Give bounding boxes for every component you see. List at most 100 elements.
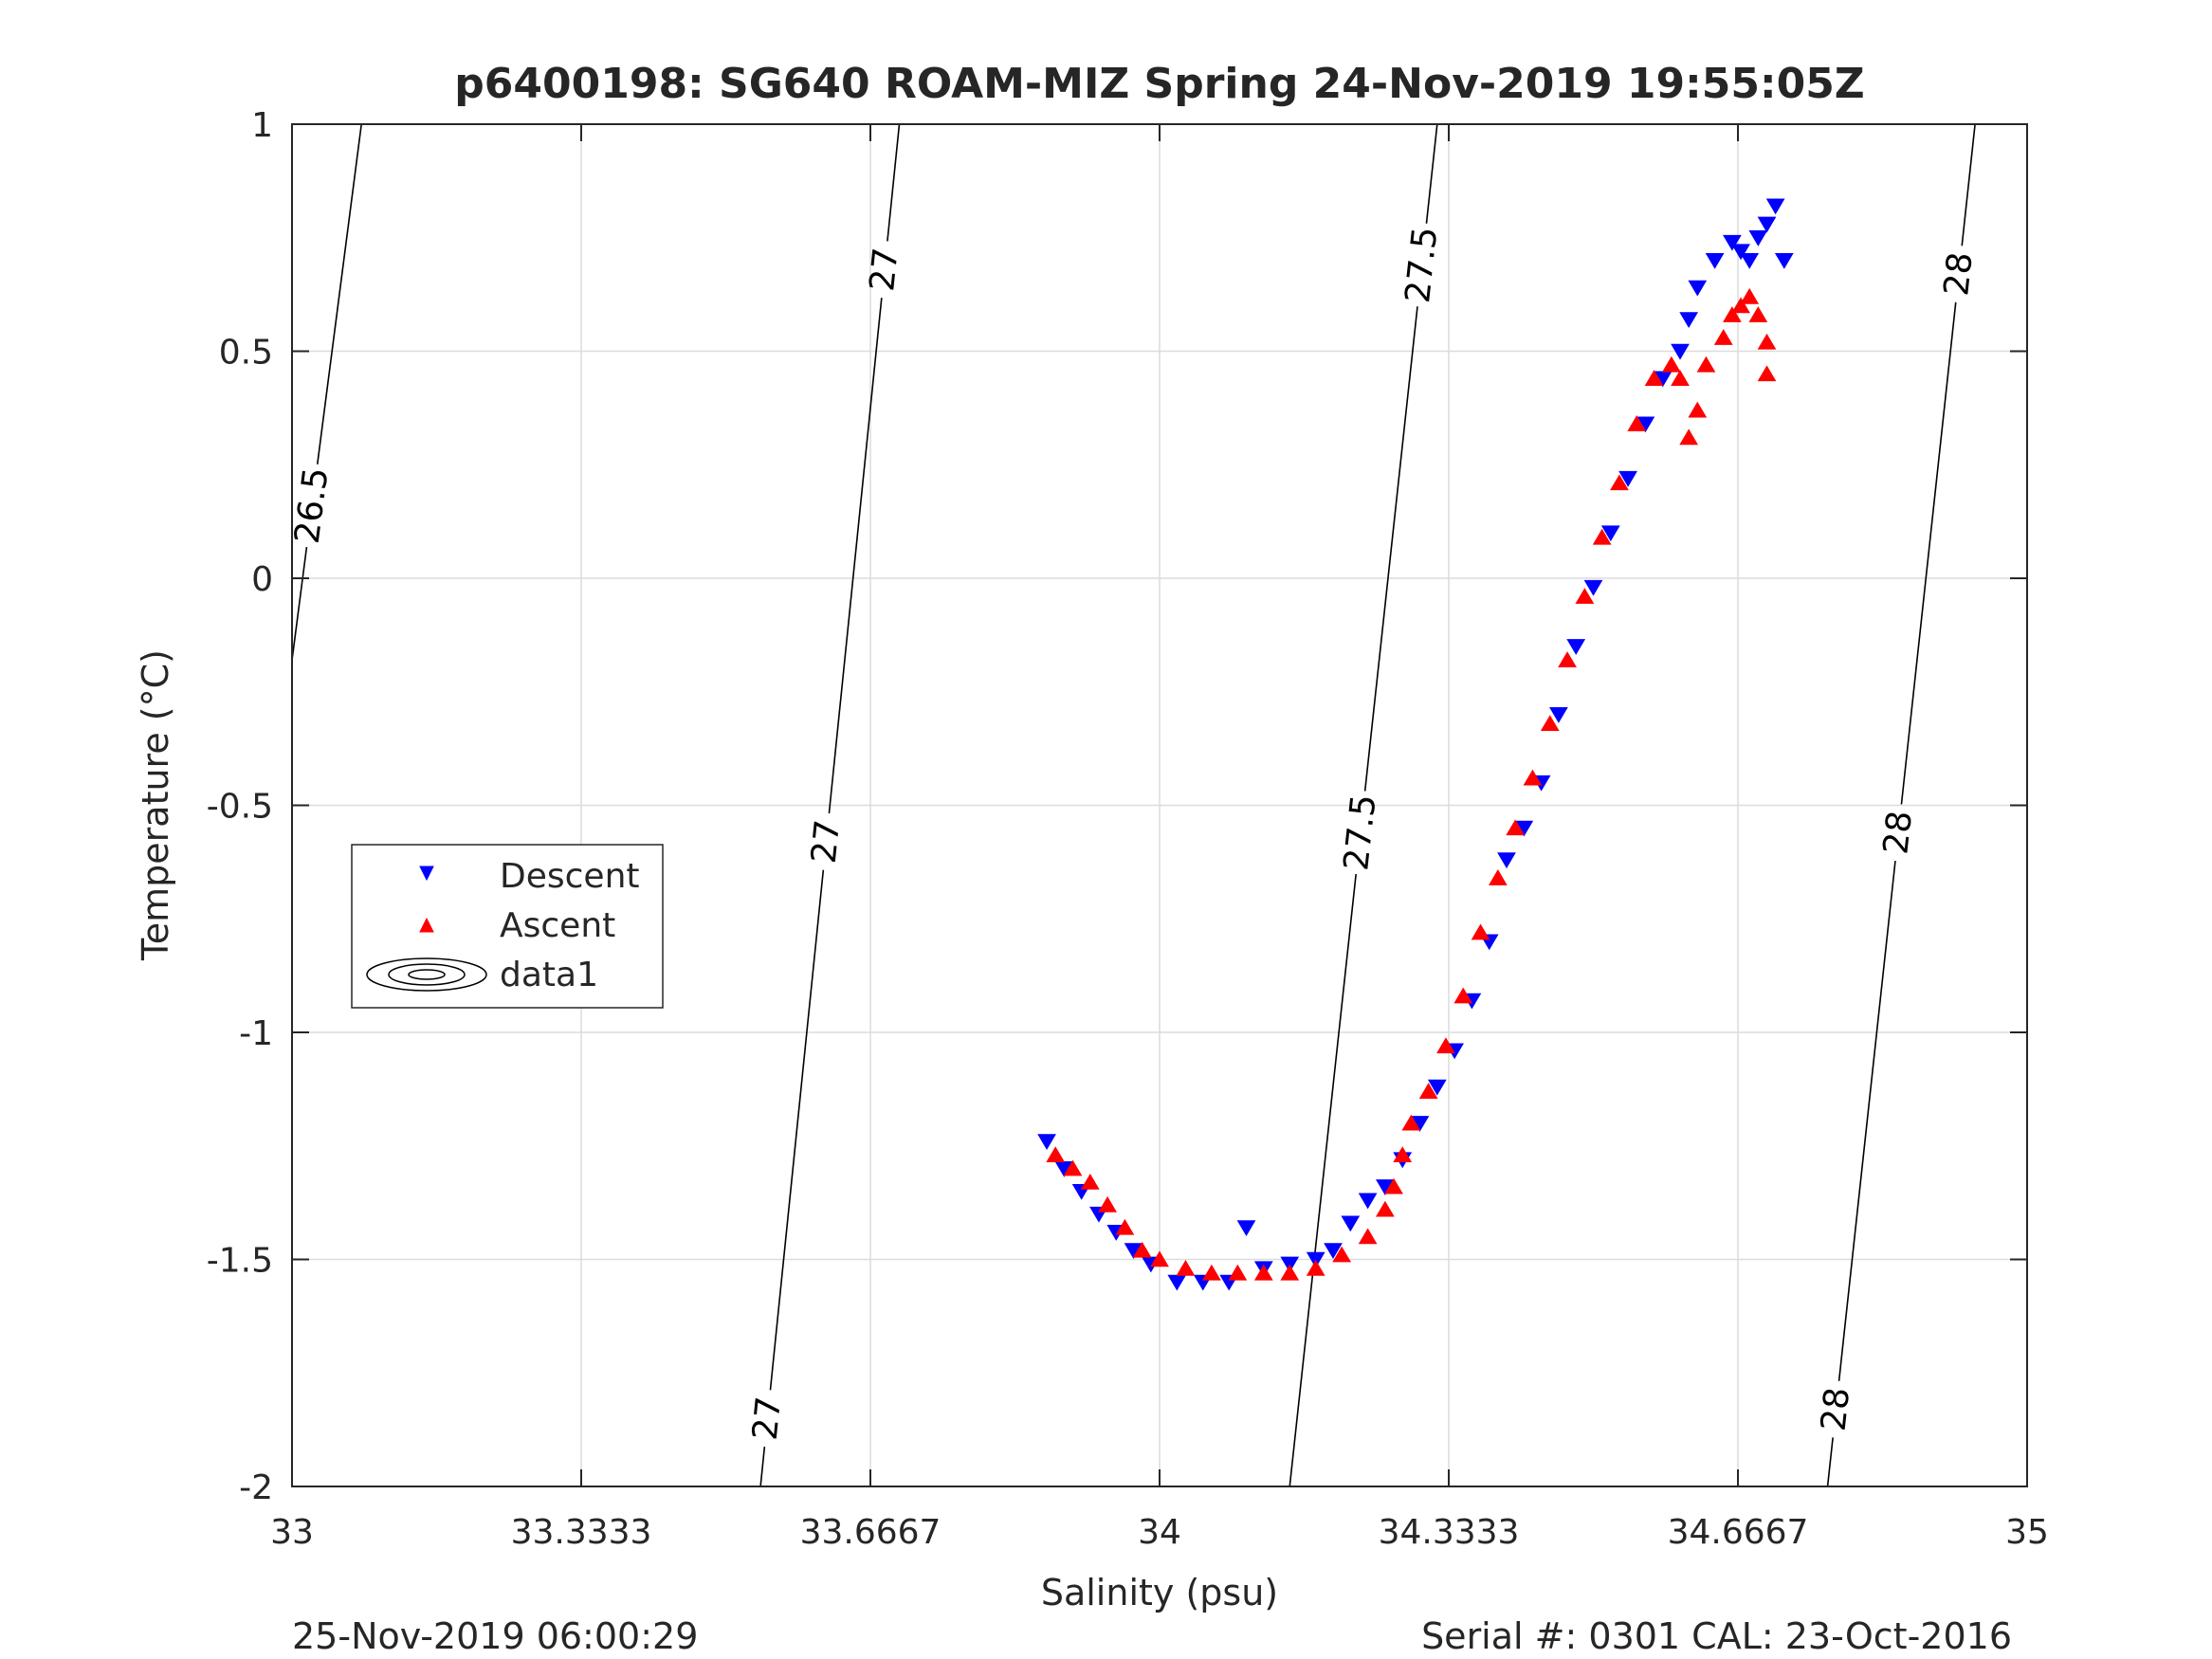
descent-point [1306, 1251, 1325, 1268]
ascent-point [1384, 1177, 1403, 1194]
ascent-point [1688, 401, 1708, 418]
ascent-point [1202, 1264, 1221, 1281]
ascent-point [1740, 287, 1760, 304]
ascent-point [1575, 588, 1595, 604]
chart-title: p6400198: SG640 ROAM-MIZ Spring 24-Nov-2… [454, 60, 1864, 108]
y-tick-label: -1.5 [207, 1242, 273, 1281]
density-contour-label: 28 [1876, 809, 1920, 856]
ascent-point [1757, 333, 1777, 350]
y-tick-label: 1 [251, 106, 273, 145]
density-contour-1 [828, 298, 883, 814]
descent-point [1618, 470, 1637, 487]
density-contour-label: 27.5 [1398, 225, 1445, 304]
ascent-point [1280, 1264, 1300, 1281]
footer-timestamp: 25-Nov-2019 06:00:29 [292, 1615, 698, 1657]
density-contour-label: 26.5 [288, 465, 337, 546]
descent-point [1600, 525, 1620, 542]
descent-point [1341, 1215, 1361, 1232]
series-ascent [1046, 287, 1777, 1281]
ascent-point [1558, 651, 1577, 667]
legend-ascent-marker [419, 917, 434, 933]
x-tick-label: 34 [1138, 1513, 1181, 1552]
ascent-point [1661, 356, 1681, 373]
ascent-point [1757, 365, 1777, 382]
y-tick-label: 0.5 [219, 334, 273, 373]
density-contour-label: 27 [863, 246, 905, 293]
legend-ascent-label: Ascent [500, 906, 615, 945]
ascent-point [1046, 1146, 1066, 1163]
ascent-point [1080, 1173, 1100, 1190]
legend-descent-label: Descent [500, 857, 640, 896]
ascent-point [1376, 1200, 1395, 1217]
ascent-point [1731, 297, 1750, 314]
density-contour-1 [769, 869, 825, 1391]
descent-point [1236, 1220, 1256, 1237]
descent-point [1037, 1134, 1056, 1151]
density-contour-1 [887, 123, 901, 242]
x-tick-label: 33.6667 [800, 1513, 941, 1552]
density-contour-label: 27 [805, 818, 848, 866]
descent-point [1774, 253, 1794, 269]
descent-point [1748, 230, 1768, 246]
density-contour-0 [316, 123, 362, 465]
ascent-point [1098, 1195, 1117, 1212]
ascent-point [1306, 1259, 1325, 1276]
y-tick-label: -0.5 [207, 788, 273, 827]
legend-contour-icon [366, 957, 487, 992]
y-tick-label: -2 [239, 1468, 273, 1507]
legend-box [351, 844, 664, 1009]
ascent-point [1436, 1037, 1455, 1054]
density-contour-3 [1837, 860, 1896, 1381]
y-axis-label: Temperature (°C) [135, 649, 176, 961]
ascent-point [1453, 987, 1473, 1004]
descent-point [1688, 280, 1708, 297]
descent-point [1358, 1193, 1378, 1210]
ascent-point [1488, 869, 1508, 885]
x-tick-label: 33 [270, 1513, 314, 1552]
descent-point [1705, 253, 1725, 269]
footer-serial: Serial #: 0301 CAL: 23-Oct-2016 [1421, 1615, 2012, 1657]
ascent-point [1253, 1264, 1273, 1281]
x-tick-label: 34.3333 [1379, 1513, 1520, 1552]
descent-point [1723, 234, 1742, 251]
density-contour-label: 27 [746, 1395, 789, 1442]
x-tick-label: 33.3333 [511, 1513, 652, 1552]
descent-point [1765, 198, 1785, 215]
density-contour-2 [1363, 306, 1418, 792]
ascent-point [1393, 1146, 1413, 1163]
ascent-point [1523, 769, 1543, 786]
ascent-point [1176, 1259, 1196, 1276]
ascent-point [1696, 356, 1716, 373]
density-contour-3 [1900, 301, 1957, 805]
density-contour-label: 27.5 [1337, 793, 1383, 872]
density-contour-1 [759, 1446, 766, 1487]
legend-descent-marker [419, 866, 434, 882]
y-tick-label: -1 [239, 1014, 273, 1053]
ascent-point [1506, 819, 1526, 836]
ascent-point [1358, 1228, 1378, 1245]
ascent-point [1540, 715, 1560, 731]
descent-point [1679, 312, 1699, 329]
x-tick-label: 35 [2005, 1513, 2049, 1552]
ascent-point [1332, 1246, 1352, 1263]
legend-data1-label: data1 [500, 956, 598, 994]
density-contour-2 [1425, 123, 1438, 224]
ascent-point [1471, 923, 1490, 940]
descent-point [1731, 244, 1750, 261]
descent-point [1497, 852, 1516, 869]
x-tick-label: 34.6667 [1668, 1513, 1809, 1552]
ascent-point [1627, 415, 1647, 431]
ascent-point [1671, 370, 1690, 386]
descent-point [1740, 253, 1760, 269]
legend: Descent Ascent data1 [351, 844, 664, 1009]
ascent-point [1150, 1250, 1169, 1267]
descent-point [1671, 343, 1690, 360]
density-contour-3 [1961, 123, 1976, 246]
x-axis-label: Salinity (psu) [1041, 1572, 1278, 1613]
ascent-point [1418, 1083, 1438, 1099]
ascent-point [1610, 474, 1629, 491]
ascent-point [1723, 306, 1742, 322]
ascent-point [1644, 370, 1664, 386]
density-contour-2 [1289, 873, 1357, 1487]
